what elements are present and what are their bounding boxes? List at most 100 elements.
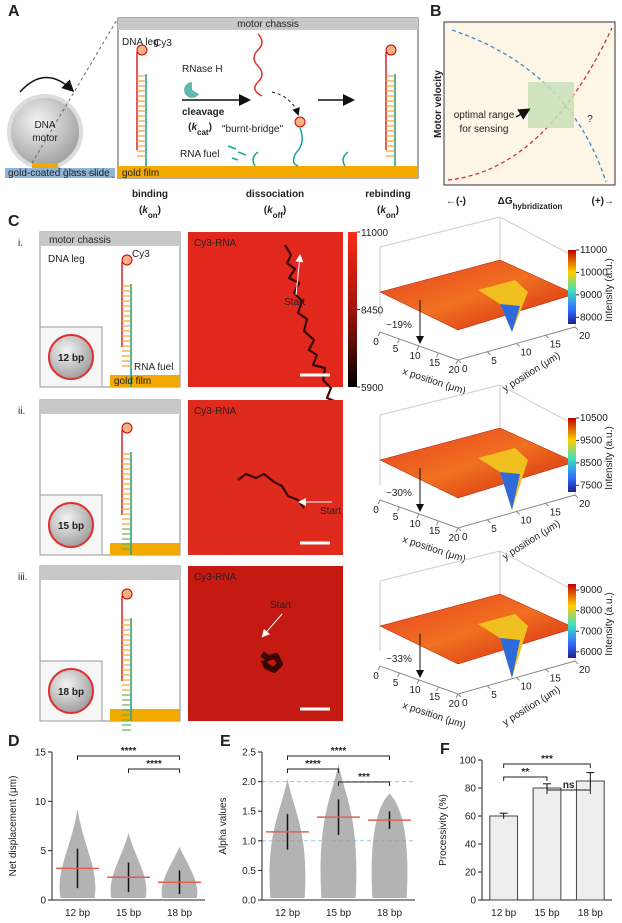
chassis: [40, 566, 180, 580]
microscopy-image: [188, 232, 343, 387]
length-label: 15 bp: [58, 521, 84, 532]
significance-label: ****: [305, 759, 321, 770]
y-tick-label: 80: [465, 784, 477, 795]
x-tick-label: 5: [393, 344, 399, 355]
label: Start: [270, 600, 291, 611]
y-tick-label: 60: [465, 812, 477, 823]
panel-label: E: [220, 733, 231, 750]
x-tick-label: 5: [393, 678, 399, 689]
x-tick: [437, 687, 439, 691]
drop-label: ~30%: [386, 488, 412, 499]
y-tick-label: 0.5: [242, 866, 256, 877]
x-tick-label: 15: [429, 526, 441, 537]
gold-film: [110, 709, 180, 721]
y-tick-label: 0: [462, 532, 468, 543]
label: Cy3-RNA: [194, 238, 237, 249]
y-tick-label: 10: [521, 682, 533, 693]
subscript: hybridization: [513, 202, 563, 211]
chart-E: [258, 752, 415, 900]
rate-subscript: cat: [197, 128, 209, 137]
significance-label: ****: [146, 759, 162, 770]
y-tick-label: 0.0: [242, 896, 256, 907]
colorbar-tick-label: 7500: [580, 480, 603, 491]
y-tick: [517, 512, 520, 515]
row-3: [40, 551, 579, 730]
x-tick: [378, 666, 380, 670]
step-label: rebinding: [365, 189, 411, 200]
significance-label: ****: [331, 746, 347, 757]
y-tick-label: 20: [579, 331, 591, 342]
y-tick-label: 10: [521, 348, 533, 359]
y-tick: [575, 495, 578, 498]
figure: Amotor chassisDNA legCy3RNase Hcleavage(…: [0, 0, 622, 923]
intensity-colorbar: [568, 584, 576, 658]
y-tick: [546, 335, 549, 338]
label: motor: [32, 133, 58, 144]
y-tick: [487, 520, 490, 523]
intensity-label: Intensity (a.u.): [604, 258, 615, 321]
x-tick-label: 15 bp: [116, 908, 141, 919]
step-label: dissociation: [246, 189, 304, 200]
y-tick-label: 40: [465, 840, 477, 851]
x-tick-label: 0: [373, 671, 379, 682]
label: motor chassis: [49, 235, 111, 246]
y-tick-label: 20: [465, 868, 477, 879]
point-cloud: [372, 793, 408, 898]
y-tick-label: 20: [579, 499, 591, 510]
rate-label: (kon): [139, 205, 161, 220]
panel-label: D: [8, 733, 20, 750]
colorbar-tick-label: 7000: [580, 626, 603, 637]
intensity-colorbar: [568, 418, 576, 492]
y-tick-label: 0: [40, 896, 46, 907]
y-tick-label: 5: [491, 524, 497, 535]
label: cleavage: [182, 107, 225, 118]
gold-film-label: gold film: [122, 168, 159, 179]
microscopy-image: [188, 566, 343, 721]
significance-label: **: [521, 767, 529, 778]
label: Cy3-RNA: [194, 406, 237, 417]
panel-a-drawing: [5, 18, 615, 185]
x-tick-label: 5: [393, 512, 399, 523]
colorbar-tick-label: 6000: [580, 647, 603, 658]
y-tick-label: 5: [491, 690, 497, 701]
colorbar-tick-label: 8000: [580, 606, 603, 617]
significance-label: ns: [563, 780, 575, 791]
label: RNase H: [182, 64, 223, 75]
rate-subscript: off: [273, 211, 284, 220]
intensity-label: Intensity (a.u.): [604, 592, 615, 655]
y-tick-label: 100: [459, 756, 476, 767]
y-tick: [458, 360, 461, 363]
y-axis-label: Alpha values: [218, 797, 229, 854]
x-tick: [456, 694, 458, 698]
x-tick-label: 10: [409, 519, 421, 530]
rate-part: ): [283, 205, 286, 216]
x-tick: [398, 339, 400, 343]
x-tick-label: 15 bp: [326, 908, 351, 919]
label: gold film: [114, 376, 151, 387]
intensity-colorbar: [568, 250, 576, 324]
rate-part: ): [209, 122, 212, 133]
rate-subscript: on: [386, 211, 396, 220]
y-tick: [575, 327, 578, 330]
panel-label: F: [440, 741, 450, 758]
colorbar-tick-label: 9500: [580, 435, 603, 446]
label: ←(-): [446, 196, 466, 207]
x-tick-label: 12 bp: [275, 908, 300, 919]
colorbar-tick-label: 9000: [580, 290, 603, 301]
y-tick: [517, 678, 520, 681]
x-tick: [437, 521, 439, 525]
x-tick: [417, 514, 419, 518]
y-tick: [575, 661, 578, 664]
y-tick-label: 10: [521, 516, 533, 527]
x-tick-label: 12 bp: [491, 908, 516, 919]
y-tick: [487, 352, 490, 355]
row-label: ii.: [18, 406, 25, 417]
label: ?: [587, 114, 593, 125]
cy3-dye: [122, 423, 132, 433]
y-tick-label: 2.5: [242, 748, 256, 759]
rate-label: (kon): [377, 205, 399, 220]
x-tick-label: 15 bp: [534, 908, 559, 919]
y-tick-label: 0: [470, 896, 476, 907]
panel-label: A: [8, 3, 20, 20]
y-tick-label: 1.5: [242, 807, 256, 818]
